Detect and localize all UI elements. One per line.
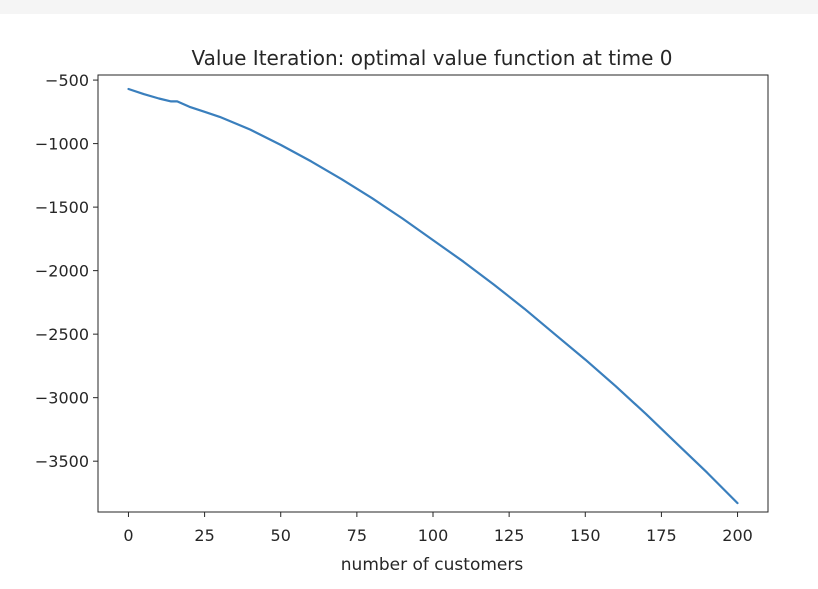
notebook-top-strip bbox=[0, 0, 818, 14]
x-tick-label: 100 bbox=[418, 526, 449, 545]
y-tick-label: −3500 bbox=[35, 452, 89, 471]
y-tick-label: −3000 bbox=[35, 389, 89, 408]
series-line bbox=[127, 87, 739, 505]
x-tick-label: 0 bbox=[123, 526, 133, 545]
x-tick-label: 50 bbox=[271, 526, 291, 545]
x-tick-label: 125 bbox=[494, 526, 525, 545]
y-tick-label: −500 bbox=[45, 71, 89, 90]
x-tick-label: 150 bbox=[570, 526, 601, 545]
x-axis-ticks: 0 25 50 75 100 125 150 175 200 bbox=[123, 512, 753, 545]
chart-title: Value Iteration: optimal value function … bbox=[192, 46, 673, 70]
series-layer bbox=[127, 87, 739, 505]
x-axis-label: number of customers bbox=[341, 555, 524, 575]
x-tick-label: 25 bbox=[194, 526, 214, 545]
y-axis-ticks: −500 −1000 −1500 −2000 −2500 −3000 −3500 bbox=[35, 71, 98, 471]
x-tick-label: 75 bbox=[347, 526, 367, 545]
y-tick-label: −2000 bbox=[35, 262, 89, 281]
plot-frame bbox=[97, 74, 769, 513]
x-tick-label: 175 bbox=[646, 526, 677, 545]
y-tick-label: −1000 bbox=[35, 135, 89, 154]
x-tick-label: 200 bbox=[722, 526, 753, 545]
y-tick-label: −2500 bbox=[35, 325, 89, 344]
y-tick-label: −1500 bbox=[35, 198, 89, 217]
